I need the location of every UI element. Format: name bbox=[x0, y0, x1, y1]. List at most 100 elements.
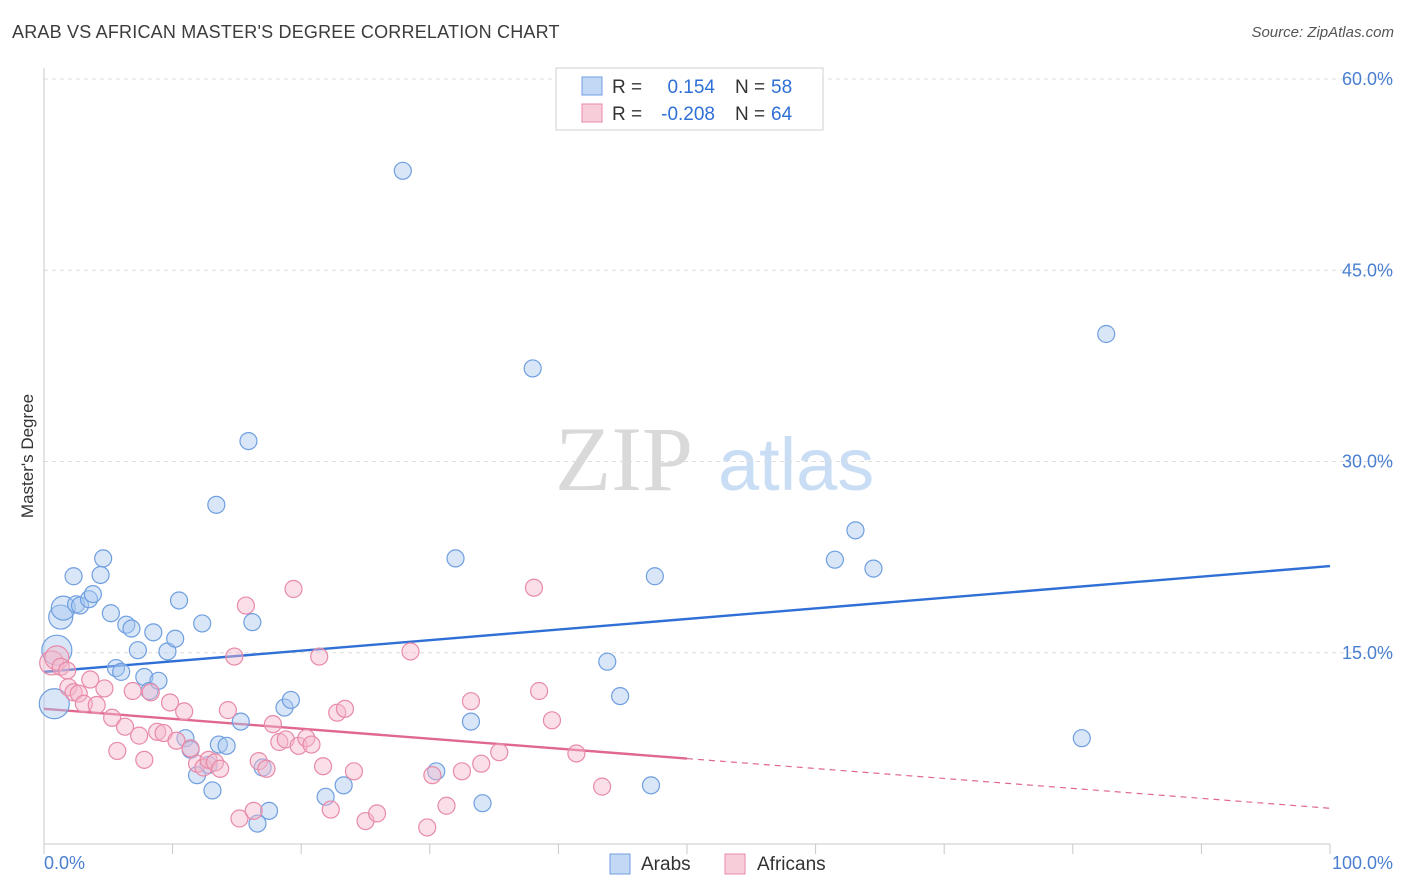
point-arabs bbox=[523, 359, 542, 378]
point-arabs bbox=[94, 549, 113, 568]
trend-line-africans-extrapolated bbox=[686, 757, 1331, 809]
point-arabs bbox=[169, 591, 189, 610]
y-tick-label: 15.0% bbox=[1342, 643, 1393, 663]
point-africans bbox=[530, 681, 549, 701]
point-africans bbox=[437, 796, 456, 815]
point-arabs bbox=[112, 662, 131, 681]
point-arabs bbox=[128, 641, 147, 660]
point-arabs bbox=[611, 686, 630, 706]
point-arabs bbox=[461, 712, 481, 731]
point-arabs bbox=[50, 595, 76, 621]
point-arabs bbox=[48, 604, 74, 630]
chart-title: ARAB VS AFRICAN MASTER'S DEGREE CORRELAT… bbox=[12, 22, 560, 42]
trend-lines bbox=[43, 564, 1331, 809]
trend-line-arabs bbox=[43, 564, 1331, 674]
point-arabs bbox=[209, 735, 228, 754]
watermark-zip: ZIP bbox=[555, 408, 693, 510]
point-africans bbox=[74, 694, 93, 713]
point-africans bbox=[567, 744, 586, 763]
point-africans bbox=[257, 759, 276, 778]
point-arabs bbox=[135, 667, 154, 687]
legend-n-value-africans: 64 bbox=[771, 104, 793, 125]
point-arabs bbox=[101, 604, 120, 623]
point-africans bbox=[103, 708, 122, 727]
point-arabs bbox=[38, 688, 70, 720]
legend-panel: R = 0.154 N = 58 R = -0.208 N = 64 bbox=[555, 67, 824, 131]
point-arabs bbox=[207, 495, 226, 514]
point-arabs bbox=[393, 161, 412, 180]
point-africans bbox=[321, 800, 340, 819]
point-africans bbox=[344, 762, 364, 781]
bottom-legend-swatch-africans bbox=[724, 853, 746, 875]
point-africans bbox=[135, 750, 154, 769]
point-arabs bbox=[825, 550, 844, 569]
point-africans bbox=[461, 692, 481, 711]
point-africans bbox=[211, 759, 230, 778]
point-africans bbox=[175, 702, 194, 721]
point-africans bbox=[225, 647, 244, 666]
source-label: Source: ZipAtlas.com bbox=[1251, 24, 1394, 41]
point-arabs bbox=[1072, 729, 1091, 748]
legend-swatch-arabs bbox=[581, 76, 603, 96]
point-africans bbox=[302, 735, 321, 754]
x-ticks bbox=[43, 844, 1331, 854]
point-arabs bbox=[243, 613, 262, 632]
point-arabs bbox=[193, 614, 212, 633]
point-arabs bbox=[1097, 324, 1116, 344]
point-africans bbox=[115, 717, 135, 736]
point-africans bbox=[452, 762, 472, 781]
x-tick-label-min: 0.0% bbox=[44, 853, 85, 873]
point-africans bbox=[244, 801, 263, 820]
point-arabs bbox=[64, 567, 83, 586]
point-africans bbox=[148, 722, 167, 741]
point-africans bbox=[423, 766, 442, 785]
legend-n-label-africans: N = bbox=[735, 104, 765, 125]
watermark-atlas: atlas bbox=[718, 423, 874, 506]
point-africans bbox=[367, 804, 387, 823]
point-africans bbox=[490, 743, 509, 762]
point-arabs bbox=[446, 549, 465, 568]
point-africans bbox=[401, 642, 420, 661]
point-arabs bbox=[122, 619, 141, 638]
point-africans bbox=[81, 670, 100, 689]
point-africans bbox=[472, 754, 491, 773]
y-axis-label: Master's Degree bbox=[18, 394, 37, 518]
data-points bbox=[38, 161, 1116, 837]
point-arabs bbox=[231, 712, 250, 731]
point-africans bbox=[95, 679, 114, 698]
point-africans bbox=[181, 739, 200, 758]
point-africans bbox=[593, 777, 612, 796]
point-africans bbox=[141, 683, 160, 702]
bottom-legend-label-africans: Africans bbox=[757, 854, 826, 875]
point-arabs bbox=[83, 584, 102, 604]
point-arabs bbox=[641, 776, 661, 795]
legend-n-value-arabs: 58 bbox=[771, 77, 792, 98]
point-africans bbox=[108, 741, 127, 761]
point-arabs bbox=[846, 521, 865, 540]
point-africans bbox=[310, 647, 329, 666]
y-tick-label: 45.0% bbox=[1342, 260, 1393, 280]
point-arabs bbox=[864, 559, 883, 578]
x-tick-label-max: 100.0% bbox=[1332, 853, 1393, 873]
point-arabs bbox=[239, 432, 258, 451]
legend-r-label-africans: R = bbox=[612, 104, 642, 125]
point-africans bbox=[160, 693, 180, 712]
bottom-legend-swatch-arabs bbox=[609, 853, 631, 875]
point-arabs bbox=[334, 776, 353, 795]
bottom-legend-label-arabs: Arabs bbox=[641, 854, 691, 875]
point-africans bbox=[230, 809, 249, 828]
point-africans bbox=[335, 699, 355, 718]
point-africans bbox=[87, 695, 106, 715]
point-africans bbox=[249, 752, 268, 771]
point-africans bbox=[542, 711, 562, 730]
y-tick-label: 60.0% bbox=[1342, 69, 1393, 89]
point-africans bbox=[289, 736, 308, 755]
point-africans bbox=[236, 596, 256, 615]
legend-swatch-africans bbox=[581, 103, 603, 123]
point-africans bbox=[284, 579, 303, 599]
legend-r-label-arabs: R = bbox=[612, 77, 642, 98]
point-africans bbox=[123, 681, 142, 701]
point-arabs bbox=[645, 567, 664, 586]
point-africans bbox=[59, 678, 78, 697]
